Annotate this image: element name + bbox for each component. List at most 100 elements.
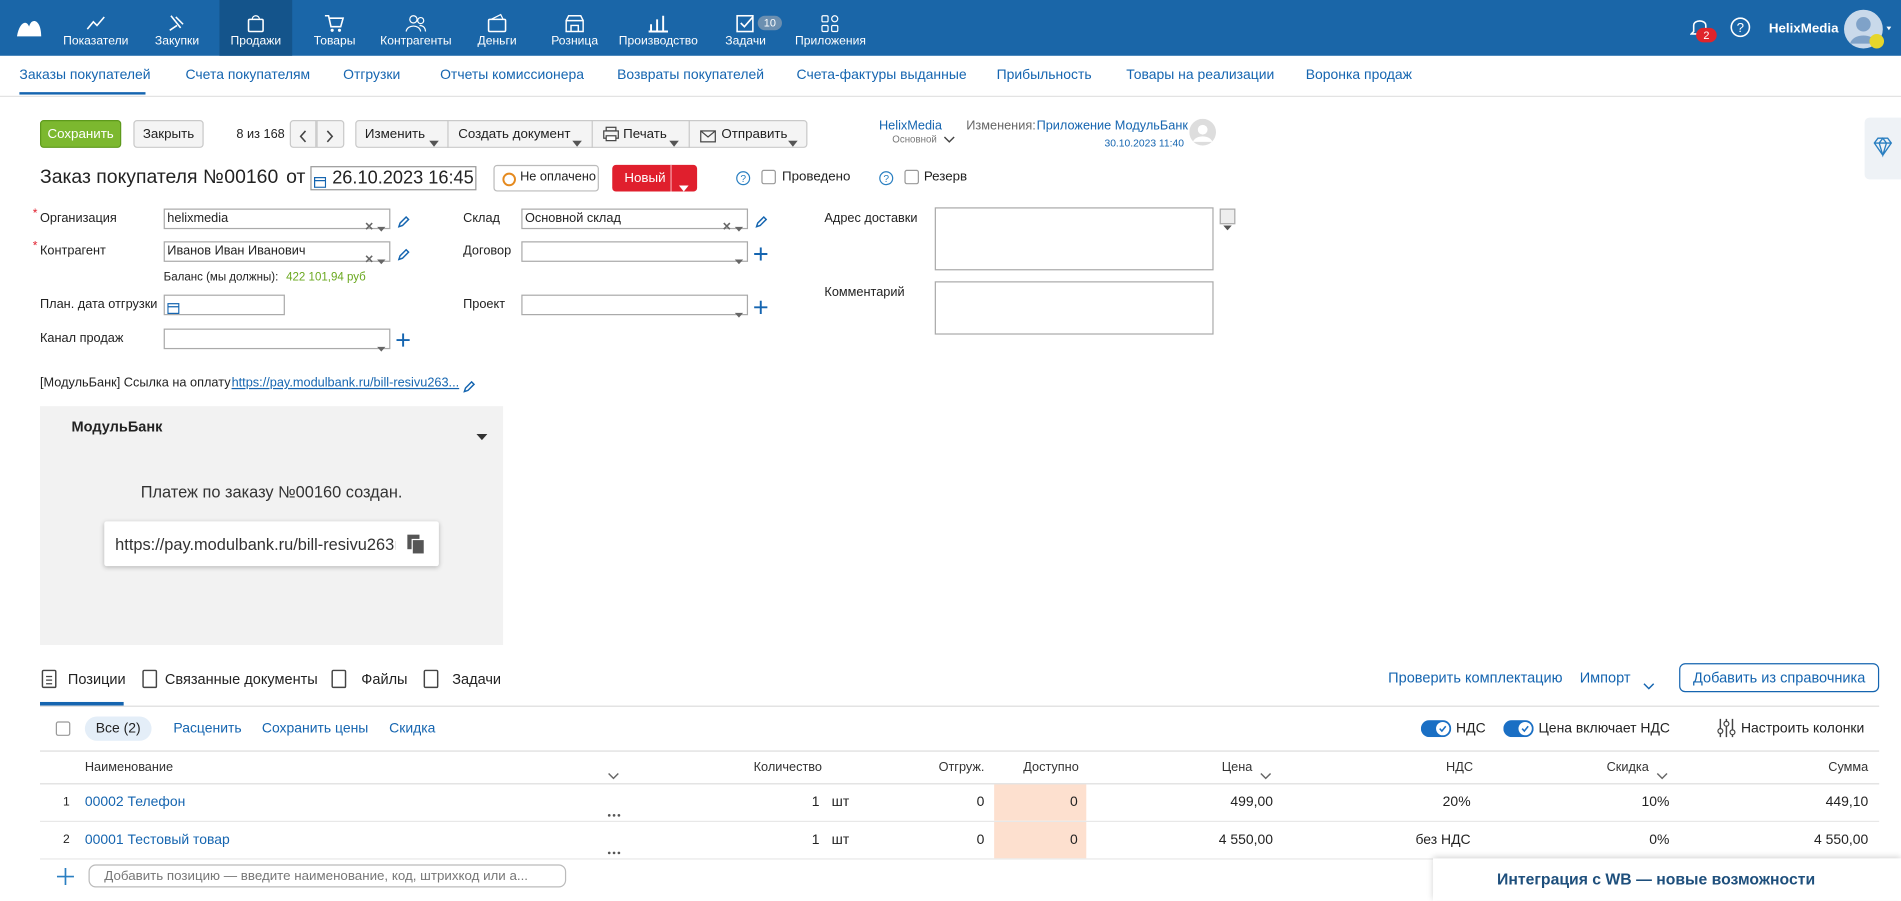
add-icon[interactable] bbox=[396, 331, 410, 347]
add-icon[interactable] bbox=[754, 245, 768, 261]
dropdown-arrow[interactable] bbox=[734, 249, 744, 265]
nav-item[interactable]: Деньги bbox=[477, 34, 517, 48]
help-icon[interactable]: ? bbox=[736, 170, 751, 186]
nav-icon[interactable] bbox=[820, 13, 842, 34]
widget-toggle[interactable] bbox=[476, 424, 488, 441]
nav-item[interactable]: Розница bbox=[551, 34, 599, 48]
subnav-item[interactable]: Счета покупателям bbox=[185, 67, 311, 83]
filter-discount[interactable]: Скидка bbox=[389, 721, 436, 736]
combo-input[interactable] bbox=[521, 241, 749, 262]
copy-icon[interactable] bbox=[406, 533, 425, 555]
avatar[interactable] bbox=[1843, 8, 1892, 49]
nav-icon[interactable] bbox=[166, 13, 188, 34]
payment-link[interactable]: https://pay.modulbank.ru/bill-resivu263.… bbox=[231, 375, 460, 391]
checkbox[interactable] bbox=[904, 169, 919, 185]
tab[interactable]: Связанные документы bbox=[164, 670, 318, 688]
tab[interactable]: Задачи bbox=[452, 670, 502, 688]
item-name[interactable]: 00001 Тестовый товар bbox=[84, 832, 230, 848]
edit-icon[interactable] bbox=[397, 212, 410, 228]
dropdown-arrow[interactable] bbox=[734, 216, 744, 232]
clear-icon[interactable] bbox=[365, 247, 373, 262]
subnav-item[interactable]: Отгрузки bbox=[343, 67, 401, 83]
subnav-item[interactable]: Счета-фактуры выданные bbox=[796, 67, 967, 83]
nav-icon[interactable] bbox=[324, 13, 346, 34]
all-pill[interactable] bbox=[84, 716, 152, 741]
combo-input[interactable] bbox=[163, 328, 391, 350]
nav-icon[interactable] bbox=[735, 13, 757, 34]
subnav-item[interactable]: Товары на реализации bbox=[1126, 67, 1275, 83]
promo-banner[interactable] bbox=[1433, 858, 1901, 901]
nav-item[interactable]: Контрагенты bbox=[380, 34, 452, 48]
checkbox[interactable] bbox=[55, 721, 71, 736]
save-button[interactable] bbox=[40, 120, 122, 148]
subnav-item[interactable]: Отчеты комиссионера bbox=[440, 67, 585, 83]
import[interactable]: Импорт bbox=[1579, 669, 1631, 687]
checkbox[interactable] bbox=[761, 169, 776, 185]
row-menu[interactable] bbox=[607, 838, 621, 854]
clear-icon[interactable] bbox=[723, 214, 731, 230]
nav-icon[interactable] bbox=[647, 13, 669, 34]
add-icon[interactable] bbox=[754, 298, 768, 315]
filter-reprice[interactable]: Расценить bbox=[173, 721, 242, 736]
logo[interactable] bbox=[15, 15, 44, 39]
nav-item[interactable]: Товары bbox=[313, 34, 356, 48]
nav-icon[interactable] bbox=[405, 13, 427, 34]
nav-icon[interactable] bbox=[564, 13, 586, 34]
subnav-item[interactable]: Заказы покупателей bbox=[19, 67, 151, 83]
side-tab[interactable] bbox=[1864, 117, 1901, 180]
columns-icon[interactable] bbox=[1717, 718, 1736, 739]
columns-label[interactable]: Настроить колонки bbox=[1740, 721, 1865, 736]
account-name[interactable]: HelixMedia bbox=[878, 118, 942, 134]
nav-item[interactable]: Производство bbox=[618, 34, 698, 48]
toggle[interactable] bbox=[1420, 720, 1452, 738]
nav-item[interactable]: Приложения bbox=[795, 34, 866, 48]
add-position-input[interactable] bbox=[88, 864, 567, 888]
user-name[interactable]: HelixMedia bbox=[1768, 21, 1839, 37]
caret bbox=[678, 176, 689, 192]
help-icon[interactable]: ? bbox=[879, 170, 894, 186]
row-menu[interactable] bbox=[607, 801, 621, 817]
combo-input[interactable] bbox=[163, 241, 391, 262]
dropdown-arrow[interactable] bbox=[377, 249, 386, 265]
nav-item[interactable]: Продажи bbox=[230, 34, 282, 48]
subnav-item[interactable]: Прибыльность bbox=[996, 67, 1092, 83]
changes-by[interactable]: Приложение МодульБанк bbox=[1036, 118, 1188, 134]
combo-input[interactable] bbox=[521, 294, 749, 316]
comment-input[interactable] bbox=[934, 281, 1214, 335]
help-icon[interactable]: ? bbox=[1730, 17, 1751, 38]
edit-icon[interactable] bbox=[397, 245, 410, 261]
ship-date-input[interactable] bbox=[163, 294, 285, 316]
dropdown-arrow-glyph bbox=[734, 312, 744, 318]
filter-save-prices[interactable]: Сохранить цены bbox=[261, 721, 369, 736]
address-menu[interactable] bbox=[1219, 208, 1236, 225]
add-row-icon[interactable] bbox=[56, 867, 75, 886]
check-kit[interactable]: Проверить комплектацию bbox=[1388, 669, 1563, 687]
subnav-item[interactable]: Возвраты покупателей bbox=[617, 67, 765, 83]
item-name[interactable]: 00002 Телефон bbox=[84, 795, 186, 810]
dropdown-arrow[interactable] bbox=[377, 216, 386, 232]
nav-icon[interactable] bbox=[245, 13, 267, 34]
combo-input[interactable] bbox=[521, 208, 749, 230]
payment-state[interactable] bbox=[493, 164, 599, 192]
nav-icon[interactable] bbox=[486, 13, 508, 34]
edit-icon[interactable] bbox=[463, 377, 476, 393]
combo-input[interactable] bbox=[163, 208, 391, 230]
subnav-item[interactable]: Воронка продаж bbox=[1305, 67, 1412, 83]
edit-icon[interactable] bbox=[755, 212, 768, 228]
button[interactable] bbox=[355, 120, 808, 148]
nav-item[interactable]: Показатели bbox=[63, 34, 129, 48]
dropdown-arrow[interactable] bbox=[734, 302, 744, 318]
add-from-catalog[interactable] bbox=[1679, 663, 1880, 693]
tab[interactable]: Позиции bbox=[67, 670, 126, 688]
nav-icon[interactable] bbox=[85, 13, 107, 34]
tab[interactable]: Файлы bbox=[361, 670, 408, 688]
button[interactable] bbox=[133, 120, 204, 148]
toggle[interactable] bbox=[1503, 720, 1534, 738]
dropdown-arrow[interactable] bbox=[377, 336, 386, 352]
nav-item[interactable]: Закупки bbox=[154, 34, 200, 48]
address-input[interactable] bbox=[934, 207, 1214, 271]
date-input[interactable] bbox=[310, 166, 477, 191]
nav-item[interactable]: Задачи bbox=[725, 34, 766, 48]
clear-icon[interactable] bbox=[365, 214, 373, 230]
balance-label: Баланс (мы должны): bbox=[163, 270, 279, 285]
